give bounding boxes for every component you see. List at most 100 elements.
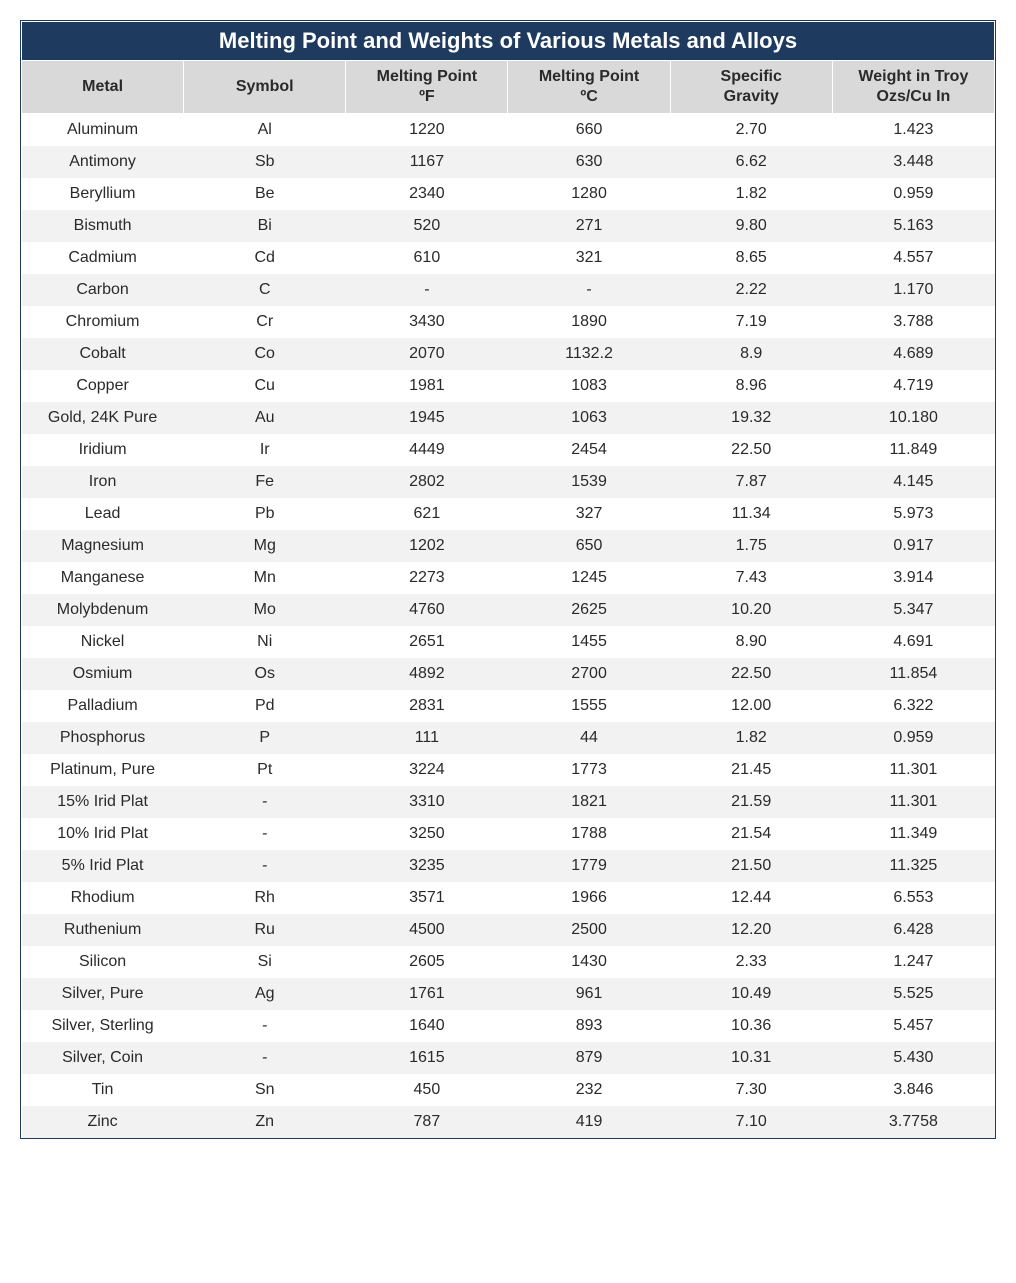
table-cell: - (184, 1042, 346, 1074)
table-cell: 3430 (346, 306, 508, 338)
table-cell: 2.22 (670, 274, 832, 306)
table-cell: 11.349 (832, 818, 994, 850)
table-row: RutheniumRu4500250012.206.428 (22, 914, 995, 946)
table-cell: 1202 (346, 530, 508, 562)
table-cell: Si (184, 946, 346, 978)
table-cell: 22.50 (670, 658, 832, 690)
table-cell: 1945 (346, 402, 508, 434)
table-cell: 11.325 (832, 850, 994, 882)
table-row: ManganeseMn227312457.433.914 (22, 562, 995, 594)
table-row: RhodiumRh3571196612.446.553 (22, 882, 995, 914)
table-cell: 610 (346, 242, 508, 274)
table-cell: 5.457 (832, 1010, 994, 1042)
table-cell: 1788 (508, 818, 670, 850)
table-cell: Pt (184, 754, 346, 786)
table-cell: Platinum, Pure (22, 754, 184, 786)
table-cell: 1063 (508, 402, 670, 434)
table-cell: 2.33 (670, 946, 832, 978)
table-cell: 4892 (346, 658, 508, 690)
table-cell: Ir (184, 434, 346, 466)
column-header: Symbol (184, 61, 346, 114)
table-cell: 1773 (508, 754, 670, 786)
table-row: 5% Irid Plat-3235177921.5011.325 (22, 850, 995, 882)
table-cell: Silver, Coin (22, 1042, 184, 1074)
table-row: TinSn4502327.303.846 (22, 1074, 995, 1106)
table-row: AluminumAl12206602.701.423 (22, 114, 995, 147)
table-cell: Nickel (22, 626, 184, 658)
table-cell: 2.70 (670, 114, 832, 147)
column-header: Metal (22, 61, 184, 114)
table-cell: Pd (184, 690, 346, 722)
table-cell: 4.719 (832, 370, 994, 402)
table-row: MolybdenumMo4760262510.205.347 (22, 594, 995, 626)
table-cell: 3.448 (832, 146, 994, 178)
table-cell: 4.557 (832, 242, 994, 274)
table-cell: - (184, 850, 346, 882)
table-cell: Molybdenum (22, 594, 184, 626)
table-row: CobaltCo20701132.28.94.689 (22, 338, 995, 370)
table-cell: 10.31 (670, 1042, 832, 1074)
table-cell: 1280 (508, 178, 670, 210)
table-row: PhosphorusP111441.820.959 (22, 722, 995, 754)
table-cell: Manganese (22, 562, 184, 594)
table-cell: Aluminum (22, 114, 184, 147)
table-row: 15% Irid Plat-3310182121.5911.301 (22, 786, 995, 818)
table-cell: 6.62 (670, 146, 832, 178)
table-cell: 1.82 (670, 178, 832, 210)
table-cell: Chromium (22, 306, 184, 338)
table-cell: Copper (22, 370, 184, 402)
table-cell: 3310 (346, 786, 508, 818)
table-row: CopperCu198110838.964.719 (22, 370, 995, 402)
table-cell: 11.301 (832, 754, 994, 786)
table-cell: 450 (346, 1074, 508, 1106)
table-cell: 8.90 (670, 626, 832, 658)
table-body: AluminumAl12206602.701.423AntimonySb1167… (22, 114, 995, 1139)
table-cell: 893 (508, 1010, 670, 1042)
table-cell: 660 (508, 114, 670, 147)
table-cell: - (346, 274, 508, 306)
table-cell: Silicon (22, 946, 184, 978)
table-cell: 1.75 (670, 530, 832, 562)
table-cell: 1779 (508, 850, 670, 882)
table-cell: 1555 (508, 690, 670, 722)
table-cell: 21.59 (670, 786, 832, 818)
table-row: Silver, Sterling-164089310.365.457 (22, 1010, 995, 1042)
table-cell: 4.691 (832, 626, 994, 658)
table-cell: 7.19 (670, 306, 832, 338)
table-cell: 2700 (508, 658, 670, 690)
table-cell: 4500 (346, 914, 508, 946)
table-cell: - (508, 274, 670, 306)
table-cell: 650 (508, 530, 670, 562)
table-cell: Osmium (22, 658, 184, 690)
table-cell: 3.914 (832, 562, 994, 594)
table-cell: 2273 (346, 562, 508, 594)
table-row: Silver, PureAg176196110.495.525 (22, 978, 995, 1010)
table-cell: 4.689 (832, 338, 994, 370)
table-cell: 10.36 (670, 1010, 832, 1042)
table-cell: 4760 (346, 594, 508, 626)
table-cell: 6.553 (832, 882, 994, 914)
table-cell: 2500 (508, 914, 670, 946)
table-cell: 7.30 (670, 1074, 832, 1106)
table-cell: 1455 (508, 626, 670, 658)
table-cell: Fe (184, 466, 346, 498)
table-cell: Co (184, 338, 346, 370)
table-cell: 327 (508, 498, 670, 530)
table-cell: Cadmium (22, 242, 184, 274)
table-row: LeadPb62132711.345.973 (22, 498, 995, 530)
table-cell: 232 (508, 1074, 670, 1106)
table-cell: Ni (184, 626, 346, 658)
table-row: PalladiumPd2831155512.006.322 (22, 690, 995, 722)
table-row: BismuthBi5202719.805.163 (22, 210, 995, 242)
table-cell: 6.428 (832, 914, 994, 946)
table-cell: 787 (346, 1106, 508, 1138)
table-cell: Silver, Pure (22, 978, 184, 1010)
table-cell: 0.959 (832, 722, 994, 754)
table-cell: Ruthenium (22, 914, 184, 946)
table-cell: - (184, 818, 346, 850)
table-cell: Carbon (22, 274, 184, 306)
table-cell: 8.9 (670, 338, 832, 370)
table-cell: 419 (508, 1106, 670, 1138)
table-cell: 1615 (346, 1042, 508, 1074)
table-cell: Pb (184, 498, 346, 530)
